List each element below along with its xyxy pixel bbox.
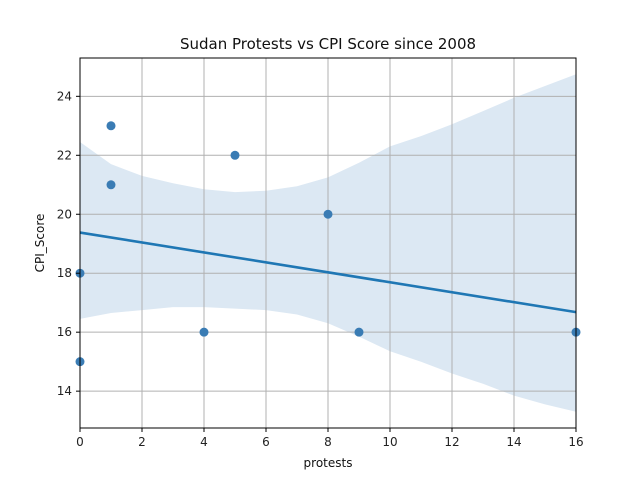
data-point [323,209,333,219]
y-tick-label: 20 [57,207,72,221]
x-tick-label: 8 [324,435,332,449]
regression-line [79,231,577,314]
x-axis-ticks: 0 2 4 6 8 10 12 14 16 [76,428,584,449]
data-point [199,327,209,337]
y-tick-label: 16 [57,325,72,339]
chart-title: Sudan Protests vs CPI Score since 2008 [180,35,476,53]
y-axis-label: CPI_Score [33,214,47,273]
data-point [354,327,364,337]
y-axis-ticks: 14 16 18 20 22 24 [57,89,80,398]
x-tick-label: 4 [200,435,208,449]
x-tick-label: 14 [506,435,521,449]
regression-line-layer [79,231,577,314]
data-point [230,150,240,160]
y-tick-label: 22 [57,148,72,162]
x-axis-label: protests [304,456,353,470]
x-tick-label: 12 [444,435,459,449]
x-tick-label: 6 [262,435,270,449]
x-tick-label: 0 [76,435,84,449]
x-tick-label: 2 [138,435,146,449]
x-tick-label: 10 [382,435,397,449]
data-point [106,180,116,190]
y-tick-label: 24 [57,89,72,103]
data-point [106,121,116,131]
y-tick-label: 18 [57,266,72,280]
y-tick-label: 14 [57,384,72,398]
x-tick-label: 16 [568,435,583,449]
